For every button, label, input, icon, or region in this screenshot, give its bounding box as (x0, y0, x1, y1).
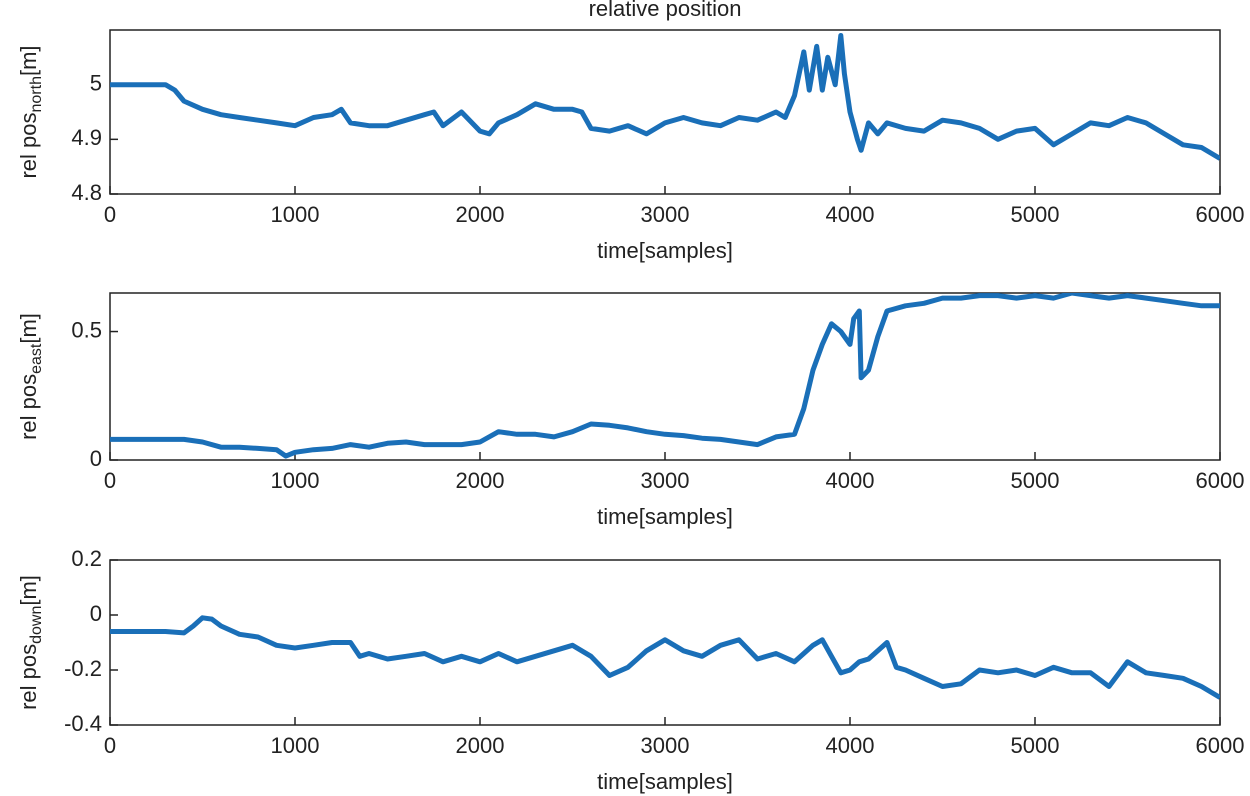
x-tick-label: 3000 (641, 202, 690, 227)
plot-area (110, 33, 1220, 161)
x-tick-label: 5000 (1011, 468, 1060, 493)
y-tick-label: 5 (90, 70, 102, 95)
x-axis-label: time[samples] (597, 238, 733, 263)
y-label-sub: north (28, 76, 45, 112)
x-tick-label: 2000 (456, 468, 505, 493)
x-tick-label: 1000 (271, 733, 320, 758)
y-tick-label: 0 (90, 601, 102, 626)
x-tick-label: 4000 (826, 202, 875, 227)
y-axis-label: rel posdown[m] (16, 575, 45, 710)
y-tick-label: 4.9 (71, 125, 102, 150)
y-label-sub: east (28, 343, 45, 374)
x-tick-label: 2000 (456, 733, 505, 758)
x-axis-label: time[samples] (597, 769, 733, 794)
x-tick-label: 6000 (1196, 202, 1245, 227)
x-tick-label: 3000 (641, 468, 690, 493)
plot-area (110, 615, 1220, 700)
x-tick-label: 4000 (826, 468, 875, 493)
y-tick-label: -0.2 (64, 656, 102, 681)
y-tick-label: 0.2 (71, 546, 102, 571)
x-tick-label: 5000 (1011, 202, 1060, 227)
data-line (110, 615, 1220, 700)
y-tick-label: 0 (90, 446, 102, 471)
x-tick-label: 1000 (271, 468, 320, 493)
x-tick-label: 0 (104, 733, 116, 758)
x-tick-label: 0 (104, 468, 116, 493)
plot-area (110, 293, 1220, 459)
y-label-sub: down (28, 606, 45, 644)
x-tick-label: 0 (104, 202, 116, 227)
y-tick-label: 0.5 (71, 317, 102, 342)
y-label-main: rel pos (16, 644, 41, 710)
y-label-unit: [m] (16, 575, 41, 606)
x-axis-label: time[samples] (597, 504, 733, 529)
y-label-unit: [m] (16, 45, 41, 76)
x-tick-label: 5000 (1011, 733, 1060, 758)
x-tick-label: 3000 (641, 733, 690, 758)
data-line (110, 33, 1220, 161)
x-tick-label: 6000 (1196, 468, 1245, 493)
y-label-main: rel pos (16, 112, 41, 178)
y-tick-label: -0.4 (64, 711, 102, 736)
x-tick-label: 2000 (456, 202, 505, 227)
y-label-unit: [m] (16, 313, 41, 344)
y-label-main: rel pos (16, 374, 41, 440)
axes-box (109, 29, 1221, 195)
chart-title: relative position (589, 0, 742, 21)
y-tick-label: 4.8 (71, 180, 102, 205)
x-tick-label: 1000 (271, 202, 320, 227)
x-tick-label: 4000 (826, 733, 875, 758)
x-tick-label: 6000 (1196, 733, 1245, 758)
y-axis-label: rel poseast[m] (16, 313, 45, 440)
y-axis-label: rel posnorth[m] (16, 45, 45, 178)
data-line (110, 293, 1220, 459)
